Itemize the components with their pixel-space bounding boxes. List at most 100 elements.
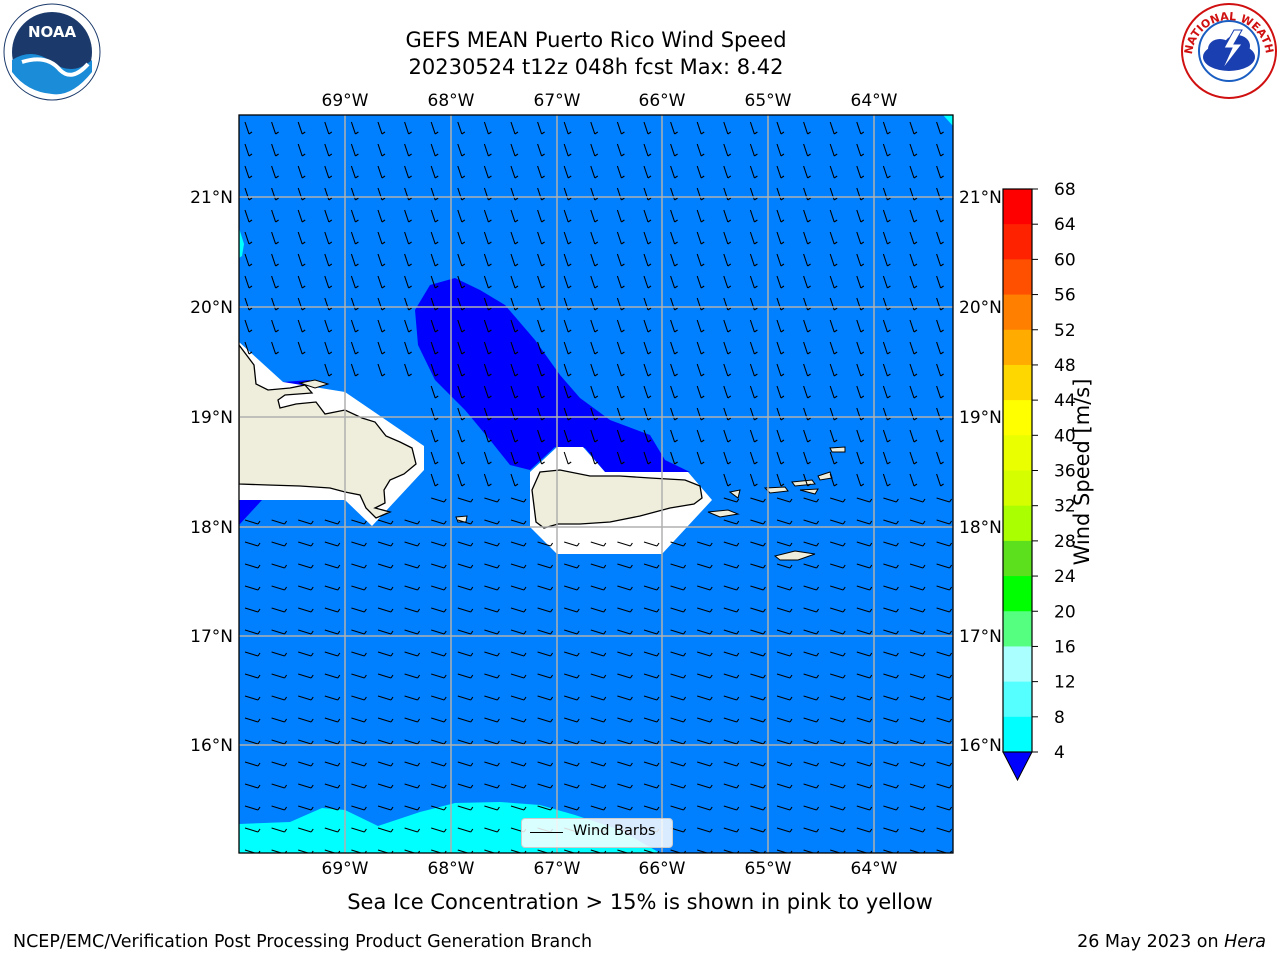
wind-barb xyxy=(856,451,865,465)
wind-barb xyxy=(856,231,865,245)
wind-barb xyxy=(697,651,713,657)
wind-barb xyxy=(776,209,785,223)
wind-barb xyxy=(537,363,545,377)
colorbar-segment xyxy=(1003,576,1032,612)
wind-barb xyxy=(723,541,740,547)
wind-barb xyxy=(750,783,766,789)
wind-barb xyxy=(643,253,652,267)
wind-barb xyxy=(298,563,314,569)
wind-barb xyxy=(697,563,713,569)
wind-barb xyxy=(856,341,865,355)
wind-barb xyxy=(510,429,519,443)
wind-barb xyxy=(670,451,678,465)
wind-barb xyxy=(590,607,607,613)
wind-barb xyxy=(936,783,953,789)
wind-barb xyxy=(457,319,466,333)
wind-barb xyxy=(856,541,873,547)
wind-barb xyxy=(803,827,820,833)
wind-barb xyxy=(617,717,633,723)
wind-barb xyxy=(510,783,527,789)
wind-barb xyxy=(457,121,466,135)
wind-barb xyxy=(936,519,953,525)
wind-barb xyxy=(856,407,865,421)
colorbar-tick-label: 44 xyxy=(1054,391,1076,411)
wind-barb xyxy=(643,165,652,179)
wind-barb xyxy=(457,563,474,569)
wind-barb xyxy=(776,761,793,767)
colorbar-segment xyxy=(1003,224,1032,260)
wind-barb xyxy=(457,541,474,547)
wind-barb xyxy=(803,275,811,289)
wind-barb xyxy=(537,407,545,421)
wind-barb xyxy=(909,585,926,591)
wind-barb xyxy=(244,739,261,745)
wind-barb xyxy=(457,497,474,503)
wind-barb xyxy=(564,541,580,547)
wind-barb xyxy=(297,187,306,201)
wind-barb xyxy=(909,827,926,833)
wind-barb xyxy=(298,695,314,701)
colorbar-segment xyxy=(1003,505,1032,542)
wind-barb xyxy=(643,319,652,333)
wind-barb xyxy=(616,385,625,399)
wind-barb xyxy=(803,585,820,591)
wind-barb xyxy=(351,585,367,591)
wind-barb xyxy=(271,673,288,679)
colorbar-tick-label: 52 xyxy=(1054,321,1076,341)
wind-barb xyxy=(244,341,253,355)
wind-barb xyxy=(537,739,554,745)
wind-barb xyxy=(936,275,944,289)
wind-barb xyxy=(404,297,412,311)
wind-barb xyxy=(803,519,820,525)
wind-barb xyxy=(298,673,314,679)
wind-barb xyxy=(803,805,820,811)
wind-barb xyxy=(883,629,899,635)
wind-barb xyxy=(882,187,891,201)
wind-barb xyxy=(483,187,492,201)
wind-barb xyxy=(244,209,253,223)
wind-barb xyxy=(404,519,421,525)
wind-barb xyxy=(590,651,607,657)
wind-barb xyxy=(297,319,306,333)
wind-barb xyxy=(350,363,359,377)
wind-barb xyxy=(856,165,865,179)
wind-barb xyxy=(643,783,660,789)
wind-barb xyxy=(298,519,314,525)
wind-barb xyxy=(616,363,625,377)
wind-barb xyxy=(483,473,492,487)
wind-barb xyxy=(616,407,625,421)
wind-barb xyxy=(750,827,766,833)
wind-barb xyxy=(537,607,554,613)
wind-barb xyxy=(909,275,918,289)
wind-barb xyxy=(936,497,953,503)
wind-barb xyxy=(723,783,740,789)
wind-barb xyxy=(537,695,554,701)
wind-barb xyxy=(776,805,793,811)
wind-barb xyxy=(510,297,519,311)
wind-barb xyxy=(563,363,572,377)
lat-label-right: 16°N xyxy=(959,736,1002,756)
wind-barb xyxy=(909,673,926,679)
wind-barb xyxy=(377,651,394,657)
wind-barb xyxy=(936,407,944,421)
wind-barb xyxy=(776,519,793,525)
wind-barb xyxy=(670,297,678,311)
wind-barb xyxy=(829,297,838,311)
wind-barb xyxy=(830,739,846,745)
wind-barb xyxy=(883,695,899,701)
colorbar: 68 64 60 56 52 48 44 40 36 32 28 24 20 16 12 8 4 xyxy=(1002,180,1076,782)
wind-barb xyxy=(350,275,359,289)
wind-barb xyxy=(723,739,740,745)
wind-barb xyxy=(909,629,926,635)
wind-barb xyxy=(616,341,625,355)
wind-barb xyxy=(484,541,500,547)
wind-barb xyxy=(297,231,306,245)
wind-barb xyxy=(723,253,732,267)
wind-barb xyxy=(590,231,599,245)
wind-barb xyxy=(377,231,386,245)
wind-barb xyxy=(564,563,580,569)
footer-date: 26 May 2023 on Hera xyxy=(1077,932,1266,952)
wind-barb xyxy=(404,563,421,569)
wind-barb xyxy=(749,209,758,223)
wind-barb xyxy=(883,827,899,833)
